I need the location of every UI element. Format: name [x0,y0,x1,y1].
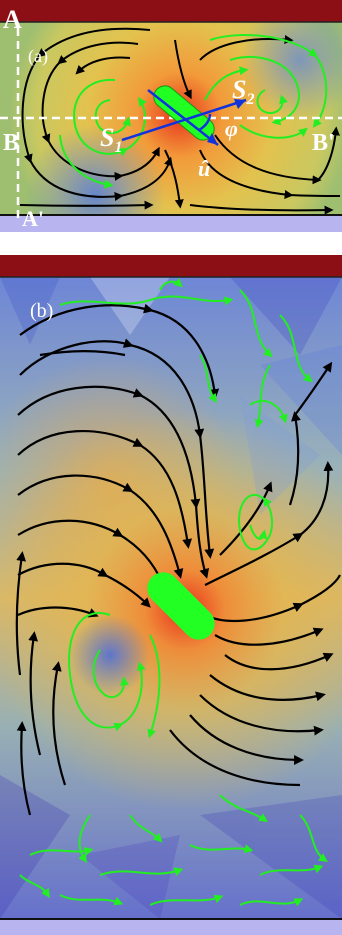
panel-a-figure: A (a) B B' A' S1 S2 φ û [0,0,342,232]
panel-b-figure: (b) [0,255,342,935]
separation-vectors [121,89,247,146]
bottom-wall-b [0,919,342,935]
green-streamlines-b [19,278,328,907]
label-a-corner: A [3,5,22,34]
particle-b [147,572,215,640]
panel-a: A (a) B B' A' S1 S2 φ û [0,0,342,232]
label-s1: S1 [100,123,122,156]
label-u-hat: û [198,156,210,181]
top-wall-a [0,0,342,22]
top-wall-b [0,255,342,277]
label-phi: φ [225,116,238,141]
panel-label-a: (a) [28,46,48,67]
label-b-left: B [3,130,19,156]
panel-label-b: (b) [30,300,53,322]
black-streamlines-a [19,27,341,215]
label-a-bottom: A' [22,206,44,231]
label-b-right: B' [312,130,335,156]
bottom-wall-a [0,215,342,232]
green-streamlines-a [59,34,328,189]
panel-b: (b) [0,255,342,935]
label-s2: S2 [232,75,254,108]
